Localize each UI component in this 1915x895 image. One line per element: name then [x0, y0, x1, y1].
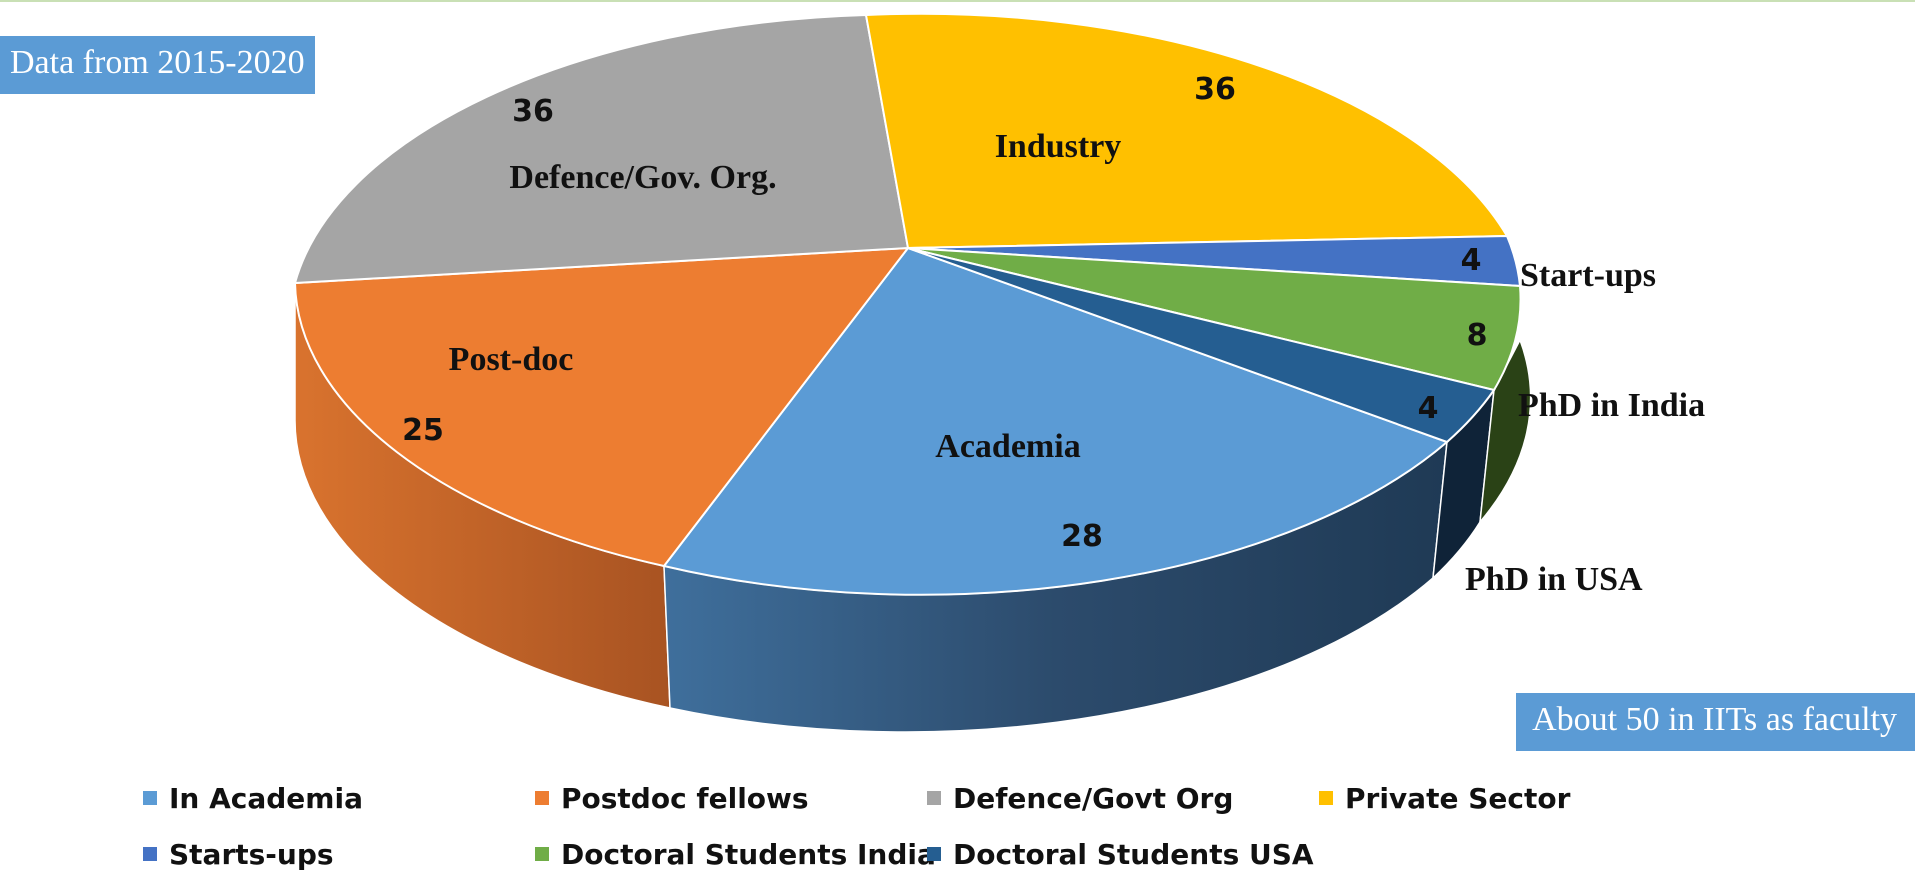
legend-label-phd-india: Doctoral Students India	[561, 837, 936, 871]
period-tag: Data from 2015-2020	[0, 36, 315, 94]
legend-swatch-phd-usa	[927, 847, 941, 861]
legend-label-postdoc: Postdoc fellows	[561, 781, 809, 815]
category-label-phd-usa: PhD in USA	[1465, 561, 1643, 598]
slice-phd-india[interactable]	[907, 247, 1522, 392]
side-wall-phd-india	[1478, 338, 1532, 525]
legend-item-phd-india[interactable]: Doctoral Students India	[535, 836, 936, 872]
slice-defence[interactable]	[293, 13, 910, 285]
value-label-startups: 4	[1461, 243, 1482, 278]
slice-academia[interactable]	[662, 246, 1449, 596]
legend-swatch-postdoc	[535, 791, 549, 805]
legend-item-postdoc[interactable]: Postdoc fellows	[535, 780, 927, 816]
slice-industry[interactable]	[864, 12, 1509, 250]
legend-swatch-startups	[143, 847, 157, 861]
value-label-defence: 36	[512, 94, 554, 129]
slice-phd-usa[interactable]	[907, 247, 1496, 444]
category-label-defence: Defence/Gov. Org.	[509, 159, 776, 196]
legend-swatch-phd-india	[535, 847, 549, 861]
legend-item-startups[interactable]: Starts-ups	[143, 836, 535, 872]
legend-item-phd-usa[interactable]: Doctoral Students USA	[927, 836, 1319, 872]
value-label-postdoc: 25	[402, 413, 444, 448]
legend-swatch-academia	[143, 791, 157, 805]
value-label-phd-usa: 4	[1418, 391, 1439, 426]
category-label-postdoc: Post-doc	[449, 341, 574, 378]
value-label-phd-india: 8	[1467, 318, 1488, 353]
legend-item-defence[interactable]: Defence/Govt Org	[927, 780, 1319, 816]
category-label-startups: Start-ups	[1520, 257, 1656, 294]
legend-label-academia: In Academia	[169, 781, 363, 815]
legend-item-academia[interactable]: In Academia	[143, 780, 535, 816]
legend-label-industry: Private Sector	[1345, 781, 1571, 815]
slice-postdoc[interactable]	[293, 246, 911, 568]
category-label-industry: Industry	[995, 128, 1122, 165]
category-label-phd-india: PhD in India	[1518, 387, 1705, 424]
legend-swatch-defence	[927, 791, 941, 805]
legend-label-phd-usa: Doctoral Students USA	[953, 837, 1314, 871]
legend-swatch-industry	[1319, 791, 1333, 805]
legend-label-startups: Starts-ups	[169, 837, 334, 871]
faculty-note-tag: About 50 in IITs as faculty	[1516, 693, 1915, 751]
value-label-academia: 28	[1061, 519, 1103, 554]
category-label-academia: Academia	[935, 428, 1080, 465]
top-rule	[0, 0, 1915, 2]
legend-label-defence: Defence/Govt Org	[953, 781, 1234, 815]
legend: In Academia Postdoc fellows Defence/Govt…	[143, 780, 1663, 872]
legend-item-industry[interactable]: Private Sector	[1319, 780, 1619, 816]
value-label-industry: 36	[1194, 72, 1236, 107]
